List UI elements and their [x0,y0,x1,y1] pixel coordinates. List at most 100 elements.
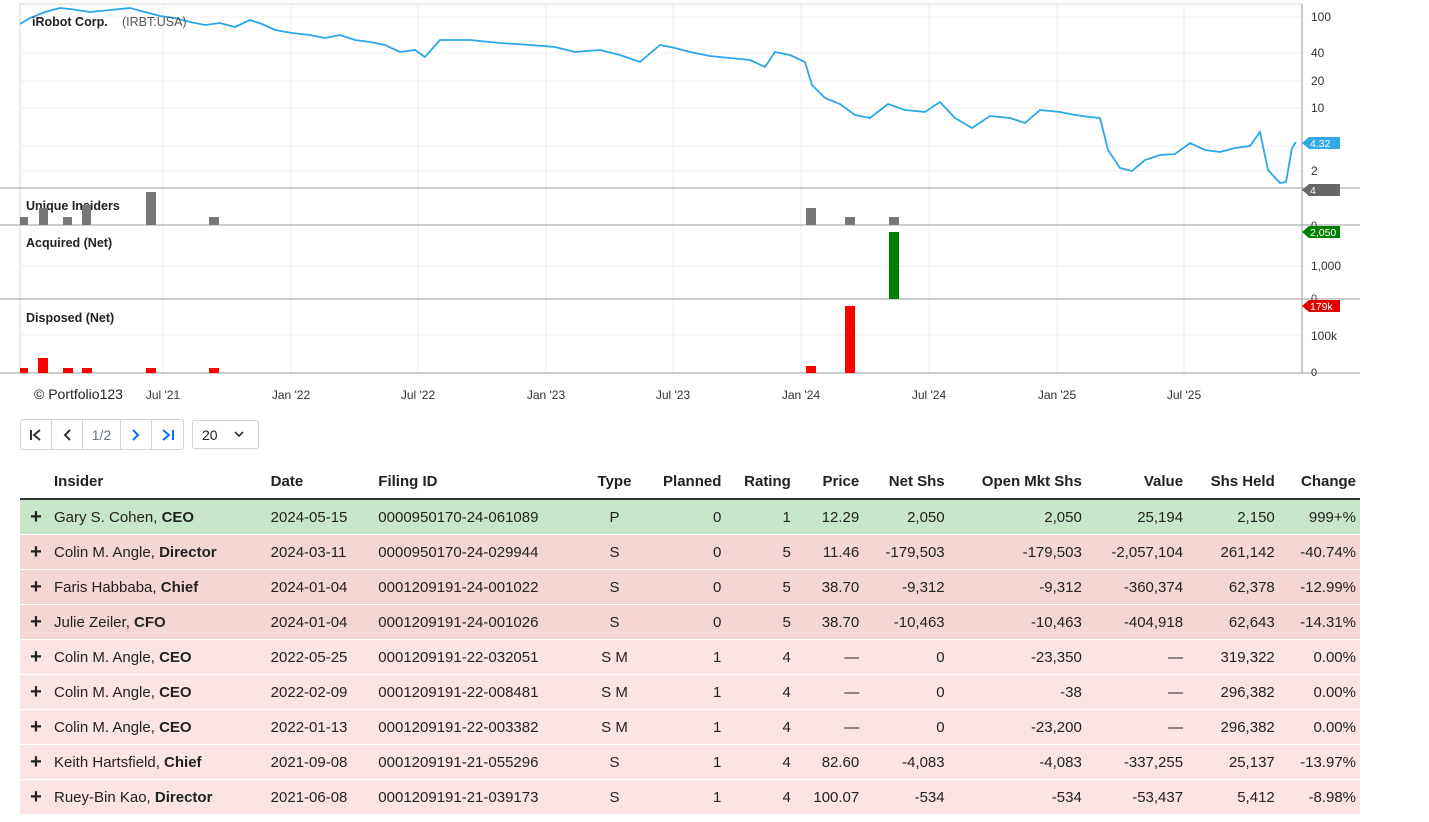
insider-name[interactable]: Gary S. Cohen, [54,508,162,526]
type-cell: S [587,534,642,570]
insider-name[interactable]: Colin M. Angle, [54,718,160,736]
insider-count-bar [82,205,91,225]
insider-cell: Colin M. Angle, Director [50,534,267,570]
date-cell: 2022-05-25 [266,639,375,675]
insider-role: CEO [159,683,192,701]
filing-id-cell[interactable]: 0001209191-22-003382 [374,709,588,745]
planned-cell: 1 [641,709,726,745]
price-axis-tick: 20 [1311,74,1325,88]
col-type[interactable]: Type [587,465,642,500]
value-cell: -404,918 [1085,604,1188,640]
filing-id-cell[interactable]: 0000950170-24-029944 [374,534,588,570]
filing-id-cell[interactable]: 0001209191-22-008481 [374,674,588,710]
col-change[interactable]: Change [1278,465,1360,500]
x-axis-tick: Jan '25 [1038,388,1077,402]
price-line [19,7,1297,184]
acquired-zero-tick: 0 [1311,293,1317,305]
col-planned[interactable]: Planned [641,465,726,500]
rating-cell: 4 [725,744,795,780]
table-row: + Colin M. Angle, CEO 2022-01-13 0001209191… [20,709,1360,745]
insider-name[interactable]: Colin M. Angle, [54,648,160,666]
disposed-bar [806,366,816,373]
price-cell: 38.70 [794,569,864,605]
change-cell: 999+% [1278,499,1360,535]
acquired-bar [889,232,899,299]
insider-role: Director [154,788,213,806]
page-size-select[interactable]: 20 [192,420,259,449]
net-shs-cell: 0 [863,674,949,710]
expand-row-button[interactable]: + [20,569,50,605]
filing-id-cell[interactable]: 0001209191-21-039173 [374,779,588,815]
insider-name[interactable]: Faris Habbaba, [54,578,161,596]
net-shs-cell: -10,463 [863,604,949,640]
value-cell: 25,194 [1085,499,1188,535]
price-axis-tick: 2 [1311,164,1318,178]
insider-count-bar [146,192,156,225]
table-body: + Gary S. Cohen, CEO 2024-05-15 0000950170-… [20,499,1360,815]
insider-count-bar [39,208,48,225]
expand-row-button[interactable]: + [20,534,50,570]
change-cell: -8.98% [1278,779,1360,815]
insider-role: CFO [134,613,166,631]
insider-role: CEO [161,508,195,526]
insider-cell: Colin M. Angle, CEO [50,709,267,745]
insider-name[interactable]: Colin M. Angle, [54,683,160,701]
planned-cell: 0 [641,604,726,640]
insider-role: Chief [160,578,199,596]
expand-row-button[interactable]: + [20,744,50,780]
col-value[interactable]: Value [1085,465,1188,500]
col-net-shs[interactable]: Net Shs [863,465,949,500]
col-shs-held[interactable]: Shs Held [1187,465,1279,500]
expand-row-button[interactable]: + [20,639,50,675]
col-open-mkt-shs[interactable]: Open Mkt Shs [948,465,1086,500]
disposed-zero-tick: 0 [1311,367,1317,379]
planned-cell: 1 [641,744,726,780]
filing-id-cell[interactable]: 0001209191-21-055296 [374,744,588,780]
last-page-button[interactable] [152,420,183,449]
expand-row-button[interactable]: + [20,604,50,640]
rating-cell: 5 [725,604,795,640]
planned-cell: 1 [641,639,726,675]
date-cell: 2024-01-04 [266,569,375,605]
col-insider[interactable]: Insider [50,465,267,500]
expand-row-button[interactable]: + [20,674,50,710]
date-cell: 2022-02-09 [266,674,375,710]
filing-id-cell[interactable]: 0001209191-24-001022 [374,569,588,605]
insider-name[interactable]: Colin M. Angle, [54,543,160,561]
filing-id-cell[interactable]: 0001209191-22-032051 [374,639,588,675]
rating-cell: 4 [725,674,795,710]
filing-id-cell[interactable]: 0001209191-24-001026 [374,604,588,640]
insider-cell: Colin M. Angle, CEO [50,639,267,675]
insider-cell: Colin M. Angle, CEO [50,674,267,710]
expand-row-button[interactable]: + [20,779,50,815]
value-cell: -53,437 [1085,779,1188,815]
insider-role: CEO [159,718,192,736]
insider-name[interactable]: Keith Hartsfield, [54,753,165,771]
col-price[interactable]: Price [794,465,864,500]
expand-row-button[interactable]: + [20,709,50,745]
copyright-label: © Portfolio123 [34,386,123,402]
table-row: + Keith Hartsfield, Chief 2021-09-08 000120… [20,744,1360,780]
col-filing-id[interactable]: Filing ID [374,465,588,500]
net-shs-cell: -4,083 [863,744,949,780]
insider-count-bar [20,217,28,225]
open-mkt-shs-cell: -179,503 [948,534,1086,570]
first-page-button[interactable] [21,420,52,449]
prev-page-button[interactable] [52,420,83,449]
acquired-label: Acquired (Net) [26,236,112,250]
shs-held-cell: 319,322 [1187,639,1279,675]
col-rating[interactable]: Rating [725,465,795,500]
insider-count-bar [63,217,72,225]
insider-count-bar [845,217,855,225]
type-cell: S M [587,639,642,675]
filing-id-cell[interactable]: 0000950170-24-061089 [374,499,588,535]
net-shs-cell: 0 [863,639,949,675]
col-date[interactable]: Date [266,465,375,500]
disposed-bar [38,358,48,373]
expand-row-button[interactable]: + [20,499,50,535]
next-page-button[interactable] [121,420,152,449]
insider-name[interactable]: Ruey-Bin Kao, [54,788,155,806]
planned-cell: 0 [641,534,726,570]
insider-name[interactable]: Julie Zeiler, [54,613,135,631]
pagination-controls: 1/2 [20,419,184,450]
